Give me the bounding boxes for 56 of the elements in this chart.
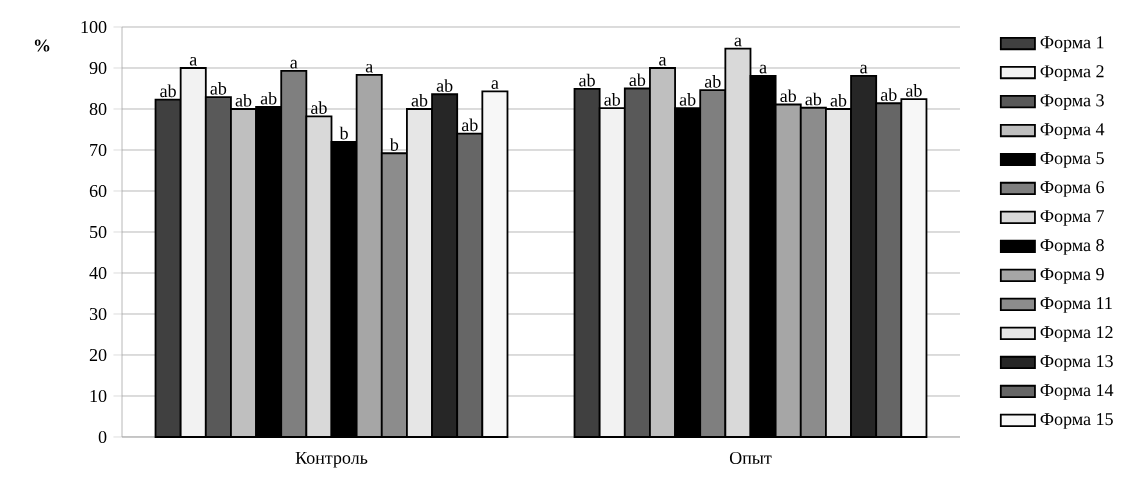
data-label: ab	[436, 79, 453, 92]
data-label: ab	[629, 73, 646, 87]
data-label: a	[659, 56, 667, 66]
data-label: ab	[311, 101, 327, 114]
data-label: ab	[830, 93, 847, 107]
y-tick-label: 10	[90, 389, 107, 403]
data-label: ab	[805, 92, 822, 106]
legend-label: Форма 2	[1040, 65, 1104, 82]
legend-label: Форма 15	[1040, 413, 1113, 429]
data-label: a	[365, 63, 373, 73]
data-label: ab	[880, 88, 897, 101]
data-label: ab	[260, 91, 277, 105]
data-label: ab	[411, 93, 428, 107]
legend-label: Форма 13	[1040, 355, 1113, 371]
y-tick-label: 50	[90, 225, 107, 239]
data-label: ab	[235, 93, 252, 107]
data-label: a	[491, 80, 499, 89]
data-label: b	[339, 126, 348, 140]
y-tick-label: 90	[89, 61, 107, 75]
legend-label: Форма 4	[1040, 123, 1105, 139]
legend-label: Форма 7	[1040, 210, 1105, 226]
data-label: a	[759, 64, 767, 74]
y-axis-title: %	[34, 39, 50, 52]
legend-label: Форма 6	[1040, 181, 1105, 197]
data-label: ab	[704, 75, 721, 88]
data-label: a	[189, 56, 197, 66]
data-label: ab	[604, 93, 621, 106]
data-label: b	[389, 138, 399, 151]
x-tick-label: Контроль	[295, 451, 368, 468]
data-label: ab	[160, 84, 176, 98]
legend-label: Форма 3	[1040, 94, 1104, 111]
legend-label: Форма 5	[1040, 152, 1104, 168]
legend-label: Форма 11	[1040, 297, 1112, 313]
y-tick-label: 30	[89, 307, 107, 321]
data-label: a	[734, 37, 742, 47]
legend-label: Форма 12	[1040, 326, 1113, 342]
legend-label: Форма 9	[1040, 268, 1104, 284]
legend-label: Форма 1	[1040, 36, 1104, 52]
y-tick-label: 40	[89, 266, 107, 280]
y-tick-label: 100	[81, 20, 107, 34]
y-tick-label: 60	[89, 184, 107, 198]
data-label: a	[290, 59, 298, 69]
y-tick-label: 80	[89, 102, 107, 116]
data-label: ab	[210, 82, 227, 95]
data-label: ab	[906, 84, 922, 97]
x-tick-label: Опыт	[729, 451, 772, 465]
y-tick-label: 70	[90, 143, 107, 157]
legend-label: Форма 14	[1040, 384, 1114, 400]
data-label: ab	[579, 73, 595, 87]
y-tick-label: 20	[89, 348, 107, 362]
data-label: ab	[461, 118, 478, 132]
legend-label: Форма 8	[1040, 239, 1104, 255]
data-label: ab	[780, 89, 797, 103]
y-tick-label: 0	[98, 430, 107, 444]
data-label: ab	[679, 93, 696, 106]
data-label: a	[860, 64, 868, 74]
